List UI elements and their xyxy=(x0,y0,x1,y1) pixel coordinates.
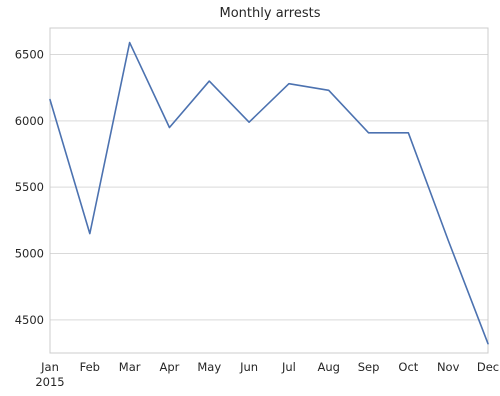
x-tick-label-nov: Nov xyxy=(437,360,460,374)
x-tick-label-apr: Apr xyxy=(160,360,180,374)
x-axis-tick-labels: Jan Feb Mar Apr May Jun Jul Aug Sep Oct Nov Dec xyxy=(40,360,499,374)
series-layer xyxy=(49,41,489,345)
x-tick-label-jul: Jul xyxy=(281,360,296,374)
plot-area-frame xyxy=(49,27,489,354)
y-axis-tick-labels: 4500 5000 5500 6000 6500 xyxy=(15,48,44,327)
x-tick-label-jun: Jun xyxy=(239,360,258,374)
x-tick-label-oct: Oct xyxy=(398,360,418,374)
y-tick-label-5000: 5000 xyxy=(15,247,44,261)
y-tick-label-5500: 5500 xyxy=(15,180,44,194)
chart-title: Monthly arrests xyxy=(220,6,321,21)
grid-lines xyxy=(50,54,488,321)
x-tick-label-aug: Aug xyxy=(317,360,339,374)
y-tick-label-6000: 6000 xyxy=(15,114,44,128)
x-tick-label-jan: Jan xyxy=(40,360,59,374)
y-tick-label-6500: 6500 xyxy=(15,48,44,62)
y-tick-label-4500: 4500 xyxy=(15,313,44,327)
x-tick-label-feb: Feb xyxy=(80,360,100,374)
x-tick-label-dec: Dec xyxy=(477,360,499,374)
x-tick-label-sep: Sep xyxy=(358,360,380,374)
x-tick-label-mar: Mar xyxy=(119,360,141,374)
x-axis-year-label: 2015 xyxy=(35,375,64,389)
series-line-0 xyxy=(49,41,489,345)
x-tick-label-may: May xyxy=(197,360,221,374)
